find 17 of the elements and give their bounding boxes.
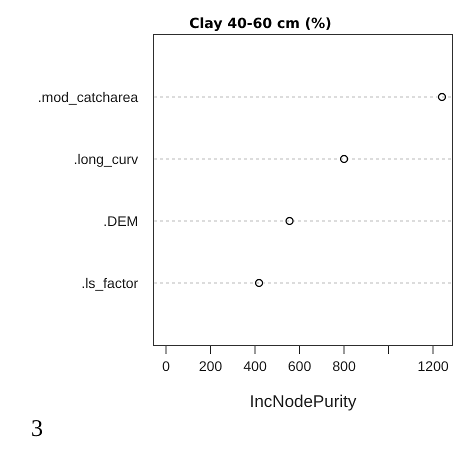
x-axis-title: IncNodePurity [250, 392, 357, 412]
x-tick-label: 600 [288, 358, 312, 374]
x-tick-label: 200 [198, 358, 222, 374]
x-tick-label: 800 [332, 358, 356, 374]
y-tick-label: .mod_catcharea [38, 88, 138, 105]
text: 3 [31, 416, 43, 442]
y-tick-label: .long_curv [74, 150, 138, 167]
point [438, 92, 446, 102]
point [285, 216, 294, 226]
x-tick-label: 400 [243, 358, 267, 374]
x-tick-label: 1200 [418, 358, 449, 374]
y-tick-label: .ls_factor [81, 274, 139, 291]
chart-title: Clay 40-60 cm (%) [189, 16, 332, 32]
point [340, 154, 348, 164]
x-tick-label: 0 [162, 358, 170, 374]
y-tick-label: .DEM [103, 212, 138, 229]
point [254, 278, 264, 288]
